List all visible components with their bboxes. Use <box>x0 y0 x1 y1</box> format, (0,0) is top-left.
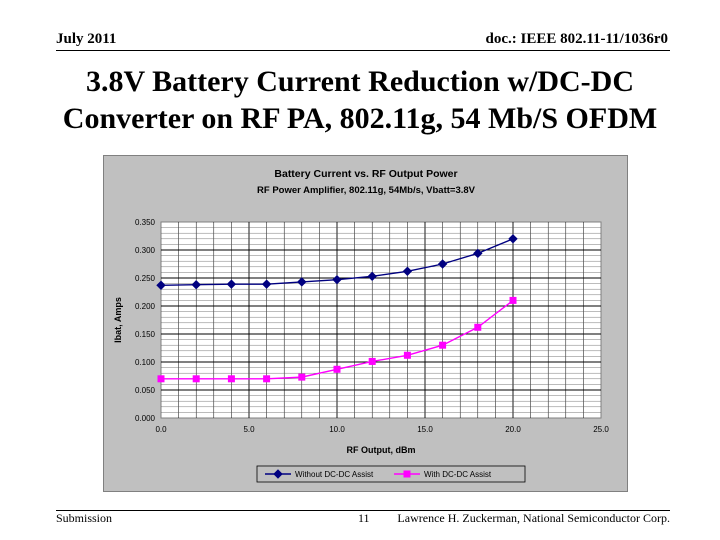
y-axis-label: Ibat, Amps <box>113 297 123 343</box>
header-date: July 2011 <box>56 31 117 47</box>
data-point-series-2 <box>509 296 517 304</box>
legend-marker-1 <box>273 469 283 479</box>
legend: Without DC-DC Assist With DC-DC Assist <box>256 465 526 483</box>
x-tick-label: 20.0 <box>505 425 521 434</box>
data-point-series-1 <box>508 234 518 244</box>
slide-title-line2: Converter on RF PA, 802.11g, 54 Mb/S OFD… <box>62 102 658 135</box>
footer-rule <box>56 510 670 511</box>
chart: Battery Current vs. RF Output Power RF P… <box>113 168 609 483</box>
data-point-series-2 <box>333 365 341 373</box>
data-point-series-2 <box>474 323 482 331</box>
legend-entry-1: Without DC-DC Assist <box>295 470 374 479</box>
data-point-series-2 <box>298 373 306 381</box>
data-point-series-2 <box>227 375 235 383</box>
data-point-series-1 <box>367 271 377 282</box>
y-tick-labels: 0.000 0.050 0.100 0.150 0.200 0.250 0.300 0.350 <box>135 218 156 423</box>
y-tick-label: 0.350 <box>135 218 156 227</box>
y-tick-label: 0.300 <box>135 246 156 255</box>
data-point-series-2 <box>263 375 271 383</box>
y-tick-label: 0.200 <box>135 302 156 311</box>
footer-submission: Submission <box>56 511 113 525</box>
header-rule <box>56 50 670 51</box>
chart-title: Battery Current vs. RF Output Power <box>274 168 457 180</box>
data-point-series-1 <box>191 280 201 290</box>
y-tick-label: 0.100 <box>135 358 156 367</box>
data-point-series-1 <box>332 274 342 285</box>
y-tick-label: 0.150 <box>135 330 156 339</box>
y-tick-label: 0.250 <box>135 274 156 283</box>
legend-marker-2 <box>403 470 411 478</box>
plot-area <box>160 221 602 419</box>
x-tick-label: 25.0 <box>593 425 609 434</box>
data-point-series-1 <box>261 279 272 289</box>
slide-title: 3.8V Battery Current Reduction w/DC-DC C… <box>10 63 710 137</box>
x-tick-label: 10.0 <box>329 425 345 434</box>
data-point-series-1 <box>156 280 166 290</box>
data-point-series-1 <box>226 279 237 289</box>
data-point-series-2 <box>439 341 447 349</box>
footer-page-number: 11 <box>358 511 370 525</box>
grid-lines <box>161 222 601 418</box>
x-axis-label: RF Output, dBm <box>347 445 416 455</box>
data-point-series-2 <box>192 375 200 383</box>
x-tick-labels: 0.0 5.0 10.0 15.0 20.0 25.0 <box>155 425 609 434</box>
data-point-series-1 <box>402 266 413 276</box>
data-point-series-1 <box>297 277 307 287</box>
y-tick-label: 0.000 <box>135 414 156 423</box>
series-layer <box>156 234 518 383</box>
chart-container: Battery Current vs. RF Output Power RF P… <box>103 155 628 492</box>
data-point-series-2 <box>368 357 376 365</box>
x-tick-label: 15.0 <box>417 425 433 434</box>
footer-author: Lawrence H. Zuckerman, National Semicond… <box>397 511 670 525</box>
header-doc-id: doc.: IEEE 802.11-11/1036r0 <box>485 31 668 47</box>
data-point-series-2 <box>403 351 411 359</box>
y-tick-label: 0.050 <box>135 386 156 395</box>
x-tick-label: 5.0 <box>243 425 255 434</box>
legend-entry-2: With DC-DC Assist <box>424 470 492 479</box>
data-point-series-2 <box>157 375 165 383</box>
chart-subtitle: RF Power Amplifier, 802.11g, 54Mb/s, Vba… <box>257 185 476 196</box>
data-point-series-1 <box>473 248 483 259</box>
x-tick-label: 0.0 <box>155 425 167 434</box>
slide-title-line1: 3.8V Battery Current Reduction w/DC-DC <box>86 65 634 98</box>
data-point-series-1 <box>437 259 448 269</box>
